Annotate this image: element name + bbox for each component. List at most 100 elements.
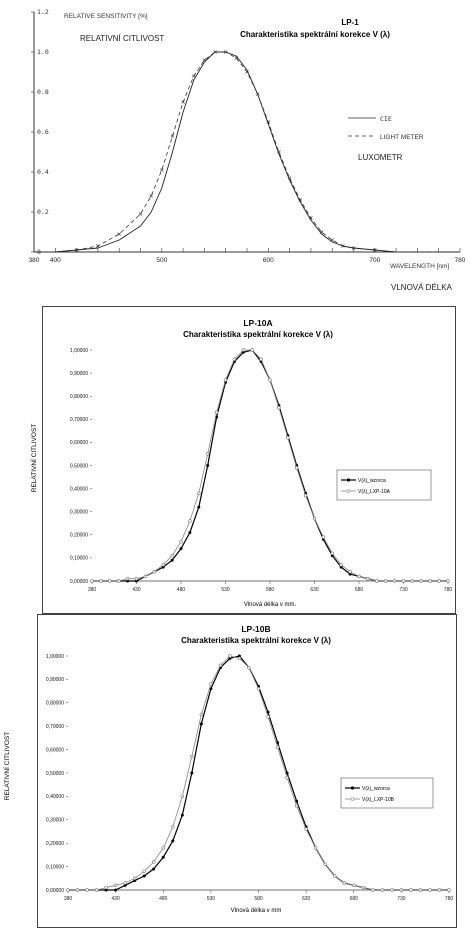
x-tick-label: 480	[177, 587, 186, 593]
chart1-legend-caption: LUXOMETR	[358, 153, 403, 162]
data-point	[241, 350, 245, 354]
y-tick-label: 0,90000	[46, 677, 64, 683]
data-point	[410, 579, 415, 583]
chart2-legend: V(λ)_wzorca V(λ)_LXP-10A	[336, 469, 432, 501]
chart1-axes	[33, 12, 460, 253]
data-point	[66, 888, 70, 892]
data-point	[321, 535, 326, 539]
chart1-series	[34, 50, 460, 253]
data-point	[228, 656, 232, 660]
chart3-subtitle: Charakteristika spektrální korekce V (λ)	[181, 636, 331, 645]
chart2-series	[90, 348, 450, 583]
data-point	[192, 74, 196, 78]
data-point	[123, 881, 127, 885]
legend3-series1: V(λ)_wzorca	[362, 786, 390, 792]
data-point	[126, 579, 130, 583]
data-point	[341, 244, 345, 248]
x-tick-label: 630	[310, 587, 319, 593]
data-point	[286, 436, 290, 440]
data-point	[380, 888, 385, 892]
y-tick-label: 0,10000	[46, 864, 64, 870]
data-point	[277, 406, 281, 410]
data-point	[75, 888, 80, 892]
data-point	[188, 519, 192, 523]
data-point	[206, 452, 210, 456]
x-tick-label: 500	[156, 257, 167, 264]
data-point	[179, 540, 183, 544]
legend2-series2: V(λ)_LXP-10A	[358, 489, 391, 495]
data-point	[266, 120, 271, 124]
data-point	[152, 570, 157, 574]
data-point	[323, 862, 327, 866]
data-point	[285, 775, 289, 780]
data-point	[285, 771, 289, 775]
data-point	[104, 888, 108, 892]
data-point	[152, 860, 156, 864]
chart3-title: LP-10B	[241, 624, 270, 634]
data-point	[256, 687, 261, 691]
chart1-title: LP-1	[341, 18, 359, 27]
data-point	[330, 238, 334, 242]
y-tick-label: 0,40000	[70, 486, 88, 492]
y-tick-label: 0,20000	[46, 841, 64, 847]
series-line-1	[68, 655, 449, 891]
data-point	[375, 579, 379, 583]
y-tick-label: 0,70000	[70, 417, 88, 423]
data-point	[190, 771, 194, 775]
chart-lp10a: LP-10A Charakteristika spektrální korekc…	[29, 318, 453, 608]
data-point	[202, 58, 207, 62]
series-line-2	[92, 349, 448, 582]
data-point	[247, 665, 251, 670]
data-point	[437, 888, 442, 892]
x-tick-label: 380	[29, 257, 40, 264]
data-point	[161, 563, 165, 567]
data-point	[266, 710, 270, 714]
x-tick-label: 530	[221, 587, 230, 593]
x-tick-label: 730	[399, 587, 408, 593]
data-point	[428, 888, 432, 892]
data-point	[108, 579, 112, 583]
chart3-x-ticks: 380 430 480 530 580 630 680 730 780	[64, 890, 453, 902]
chart3-xlabel: Vlnová délka v mm	[231, 908, 282, 914]
x-tick-label: 730	[397, 896, 406, 902]
data-point	[348, 570, 352, 574]
x-tick-label: 430	[132, 587, 141, 593]
y-tick-label: 0,30000	[46, 818, 64, 824]
series-line-1	[34, 51, 460, 253]
chart2-frame	[42, 306, 456, 614]
x-tick-label: 580	[266, 587, 275, 593]
data-point	[241, 348, 246, 352]
chart2-ylabel: RELATIVNÍ CITLIVOST	[29, 424, 38, 493]
y-tick-label: 0,10000	[70, 556, 88, 562]
chart1-legend: CIE LIGHT METER LUXOMETR	[348, 115, 424, 162]
data-point	[399, 888, 404, 892]
y-tick-label: 0.4	[37, 168, 49, 176]
data-point	[313, 846, 318, 850]
x-tick-label: 630	[302, 896, 311, 902]
data-point	[149, 194, 153, 198]
data-point	[437, 579, 441, 583]
data-point	[171, 839, 175, 843]
chart-lp10b: LP-10B Charakteristika spektrální korekc…	[2, 624, 453, 914]
data-point	[85, 888, 89, 892]
chart1-subtitle: Charakteristika spektrální korekce V (λ)	[240, 30, 390, 39]
data-point	[142, 869, 146, 873]
x-tick-label: 680	[350, 896, 359, 902]
y-tick-label: 0.6	[37, 128, 49, 136]
data-point	[276, 741, 280, 745]
data-point	[161, 565, 165, 569]
data-point	[351, 246, 356, 250]
data-point	[373, 248, 377, 252]
data-point	[304, 827, 308, 831]
data-point	[142, 874, 146, 878]
x-tick-label: 380	[88, 587, 97, 593]
data-point	[123, 883, 127, 887]
x-tick-label: 780	[444, 587, 453, 593]
series-line-1	[92, 349, 448, 582]
data-point	[352, 883, 356, 888]
data-point	[446, 579, 450, 583]
data-point	[181, 100, 185, 104]
data-point	[303, 493, 308, 498]
y-tick-label: 0,30000	[70, 510, 88, 516]
y-tick-label: 1.2	[37, 8, 49, 16]
